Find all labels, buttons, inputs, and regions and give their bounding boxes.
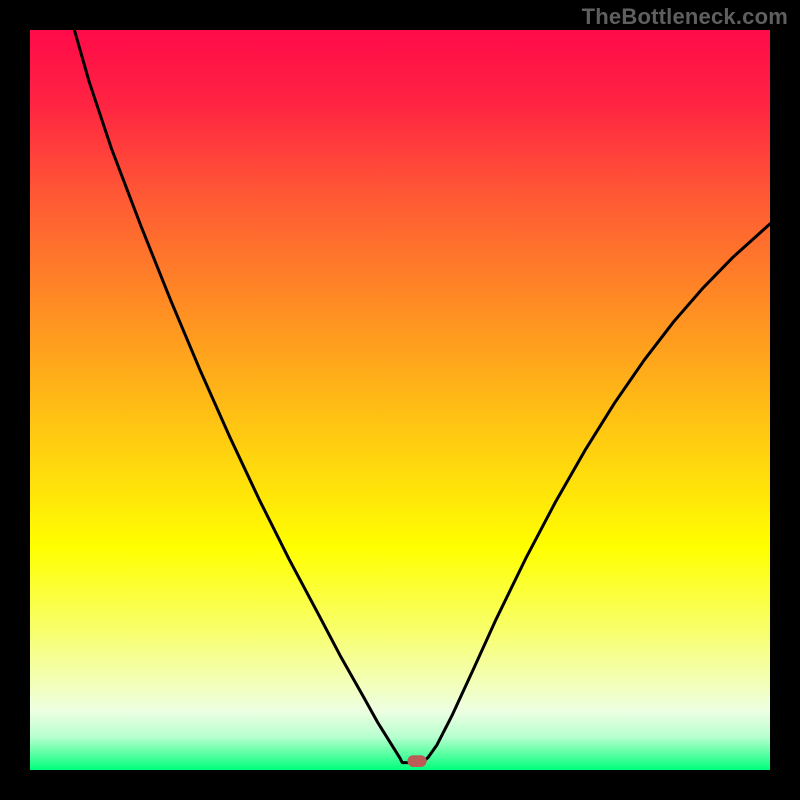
gradient-background [30, 30, 770, 770]
optimal-point-marker [407, 755, 426, 767]
watermark-text: TheBottleneck.com [582, 4, 788, 30]
chart-svg [30, 30, 770, 770]
chart-container: TheBottleneck.com [0, 0, 800, 800]
plot-area [30, 30, 770, 770]
